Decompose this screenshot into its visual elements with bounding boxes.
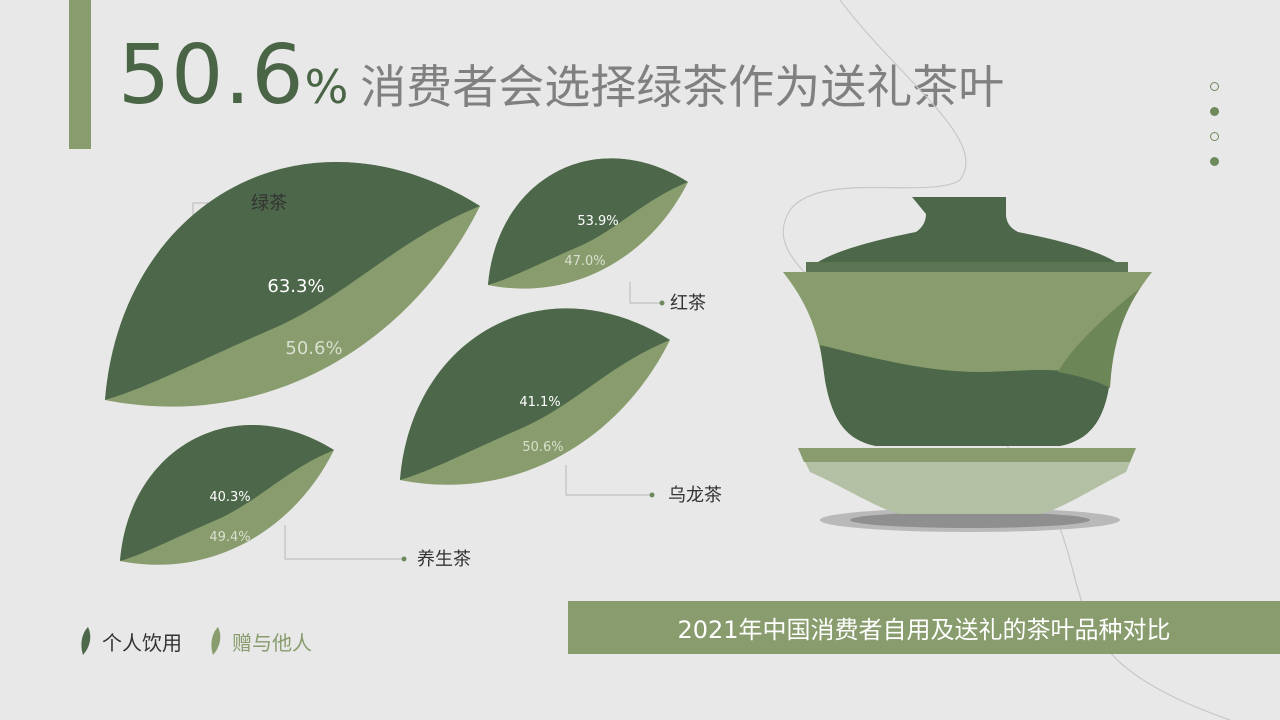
- cup-liquid: [820, 345, 1110, 446]
- leaf-black-tea: [488, 158, 688, 289]
- leaf-mark-personal-black-tea: [488, 158, 688, 285]
- category-label-oolong: 乌龙茶: [668, 485, 722, 506]
- leader-dot: [401, 556, 407, 562]
- leaf-herbal: [120, 425, 335, 565]
- dot-hollow-icon: [1210, 82, 1219, 91]
- cup-highlight: [1058, 288, 1140, 388]
- background-curve: [782, 0, 1231, 720]
- accent-bar: [69, 0, 91, 149]
- leader-dot: [649, 492, 655, 498]
- gaiwan-cup-illustration: [783, 197, 1152, 532]
- value-label-gift-oolong: 50.6%: [522, 440, 563, 455]
- leader-dot: [659, 300, 665, 306]
- dot-filled-icon: [1210, 157, 1219, 166]
- leaf-value-labels: 63.3% 50.6% 53.9% 47.0% 41.1% 50.6% 40.3% 49.4%: [209, 214, 618, 545]
- value-label-gift-herbal: 49.4%: [209, 530, 250, 545]
- leader-line-herbal: [284, 525, 402, 560]
- leaf-mark-personal-herbal: [120, 425, 335, 561]
- value-label-personal-herbal: 40.3%: [209, 490, 250, 505]
- value-label-gift-green-tea: 50.6%: [285, 338, 342, 359]
- leaf-mark-personal-oolong: [400, 308, 670, 480]
- headline-number: 50.6: [118, 28, 305, 123]
- leaf-marks: [105, 158, 688, 565]
- cup-lid-rim: [806, 262, 1128, 272]
- value-label-personal-black-tea: 53.9%: [577, 214, 618, 229]
- dot-hollow-icon: [1210, 132, 1219, 141]
- headline-percent-sign: %: [304, 60, 349, 114]
- dot-filled-icon: [1210, 107, 1219, 116]
- leaf-light-icon: [211, 627, 221, 655]
- legend: 个人饮用 赠与他人: [80, 626, 340, 656]
- value-label-personal-oolong: 41.1%: [519, 395, 560, 410]
- legend-label-gift: 赠与他人: [232, 630, 312, 655]
- leaf-dark-icon: [81, 627, 91, 655]
- cup-lid: [806, 197, 1128, 272]
- leaf-mark-personal-green-tea: [105, 162, 481, 400]
- legend-label-personal: 个人饮用: [102, 630, 182, 655]
- decorative-dots: [1210, 82, 1219, 182]
- legend-item-personal: 个人饮用: [80, 626, 182, 656]
- category-label-black-tea: 红茶: [670, 293, 706, 314]
- value-label-gift-black-tea: 47.0%: [564, 254, 605, 269]
- saucer: [798, 448, 1136, 514]
- cup-shadow-core: [850, 512, 1090, 528]
- leader-line-oolong: [565, 465, 650, 496]
- category-label-green-tea: 绿茶: [251, 193, 287, 214]
- chart-caption: 2021年中国消费者自用及送礼的茶叶品种对比: [568, 601, 1280, 654]
- legend-item-gift: 赠与他人: [210, 626, 312, 656]
- saucer-rim: [798, 448, 1136, 462]
- headline: 50.6 % 消费者会选择绿茶作为送礼茶叶: [118, 28, 1004, 123]
- chart-caption-text: 2021年中国消费者自用及送礼的茶叶品种对比: [677, 616, 1171, 644]
- headline-text: 消费者会选择绿茶作为送礼茶叶: [360, 60, 1005, 114]
- leaf-green-tea: [105, 162, 481, 407]
- category-label-herbal: 养生茶: [417, 549, 471, 570]
- leader-line-black-tea: [629, 282, 660, 304]
- leaf-oolong: [400, 308, 670, 485]
- value-label-personal-green-tea: 63.3%: [267, 276, 324, 297]
